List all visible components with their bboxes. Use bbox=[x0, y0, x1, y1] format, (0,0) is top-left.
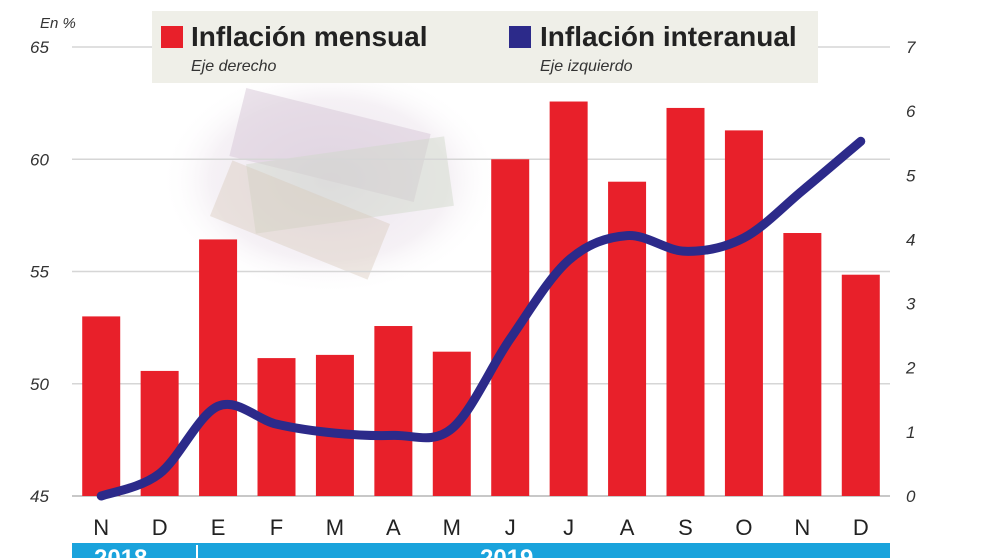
left-axis: 45 50 55 60 65 bbox=[30, 38, 49, 506]
legend-note-monthly: Eje derecho bbox=[191, 58, 276, 75]
month-label: A bbox=[620, 515, 635, 540]
month-label: A bbox=[386, 515, 401, 540]
bar bbox=[491, 159, 530, 496]
month-label: O bbox=[735, 515, 752, 540]
bar bbox=[841, 274, 880, 496]
year-strip: 2018 2019 bbox=[72, 543, 890, 558]
month-label: N bbox=[93, 515, 109, 540]
right-tick-label: 0 bbox=[906, 487, 916, 506]
bar bbox=[549, 101, 588, 497]
legend-label-monthly: Inflación mensual bbox=[191, 21, 428, 52]
left-tick-label: 45 bbox=[30, 487, 49, 506]
banknotes-image bbox=[160, 65, 500, 295]
month-label: J bbox=[505, 515, 516, 540]
left-tick-label: 50 bbox=[30, 375, 49, 394]
annual-line bbox=[96, 136, 866, 501]
month-label: F bbox=[270, 515, 283, 540]
legend-swatch-monthly bbox=[161, 26, 183, 48]
right-tick-label: 2 bbox=[905, 359, 916, 378]
legend: Inflación mensual Eje derecho Inflación … bbox=[152, 11, 818, 83]
year-bar bbox=[72, 543, 890, 558]
right-tick-label: 7 bbox=[906, 38, 916, 57]
bar bbox=[374, 326, 413, 496]
right-tick-label: 1 bbox=[906, 423, 915, 442]
month-label: N bbox=[794, 515, 810, 540]
year-label-2018: 2018 bbox=[94, 545, 147, 558]
right-tick-label: 3 bbox=[906, 295, 916, 314]
month-label: D bbox=[853, 515, 869, 540]
year-label-2019: 2019 bbox=[480, 545, 533, 558]
month-label: M bbox=[443, 515, 461, 540]
bar bbox=[82, 316, 121, 496]
right-tick-label: 6 bbox=[906, 102, 916, 121]
legend-note-annual: Eje izquierdo bbox=[540, 58, 633, 75]
legend-swatch-annual bbox=[509, 26, 531, 48]
month-label: E bbox=[211, 515, 226, 540]
left-tick-label: 65 bbox=[30, 38, 49, 57]
right-tick-label: 4 bbox=[906, 230, 915, 249]
month-label: S bbox=[678, 515, 693, 540]
bar bbox=[608, 181, 647, 496]
right-axis: 0 1 2 3 4 5 6 7 bbox=[905, 38, 916, 506]
month-label: J bbox=[563, 515, 574, 540]
unit-label: En % bbox=[40, 15, 76, 32]
bar bbox=[199, 239, 238, 496]
legend-label-annual: Inflación interanual bbox=[540, 21, 797, 52]
month-label: D bbox=[152, 515, 168, 540]
bar bbox=[724, 130, 763, 496]
legend-background bbox=[152, 11, 818, 83]
bar bbox=[666, 107, 705, 496]
right-tick-label: 5 bbox=[906, 166, 916, 185]
month-label: M bbox=[326, 515, 344, 540]
left-tick-label: 60 bbox=[30, 150, 49, 169]
left-tick-label: 55 bbox=[30, 263, 49, 282]
bar bbox=[315, 354, 354, 496]
bar bbox=[783, 233, 822, 496]
